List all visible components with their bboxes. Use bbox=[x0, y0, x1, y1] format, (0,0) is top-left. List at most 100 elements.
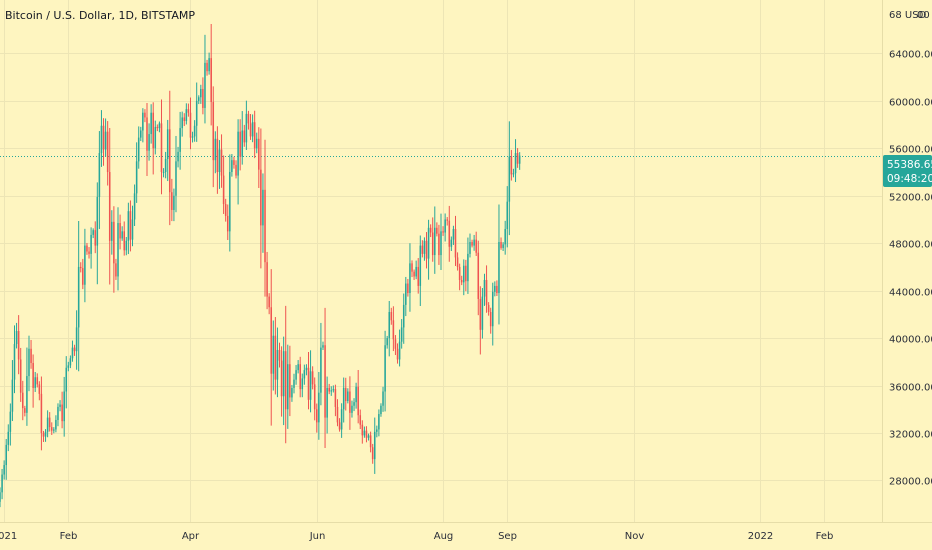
currency-label[interactable]: 68 USD bbox=[889, 10, 927, 21]
candle-body bbox=[442, 231, 444, 233]
candle-body bbox=[421, 245, 424, 254]
candle-body bbox=[208, 58, 210, 72]
candle-body bbox=[137, 137, 140, 162]
candle-body bbox=[394, 339, 397, 349]
candle-body bbox=[462, 265, 465, 283]
candle-body bbox=[55, 419, 57, 430]
candle-body bbox=[168, 129, 171, 193]
candle-body bbox=[171, 192, 173, 210]
candle-body bbox=[500, 242, 502, 248]
candle-body bbox=[452, 228, 455, 240]
price-axis[interactable]: 28000.00 32000.00 36000.00 40000.00 44000.00… bbox=[889, 50, 932, 488]
candle-body bbox=[438, 233, 440, 256]
candle-body bbox=[53, 429, 55, 431]
candle-body bbox=[204, 62, 206, 108]
candle-body bbox=[361, 424, 364, 436]
candle-body bbox=[148, 134, 150, 151]
candle-body bbox=[330, 390, 333, 392]
candle-body bbox=[301, 378, 304, 390]
candle-body bbox=[57, 406, 59, 420]
time-tick-label: Feb bbox=[816, 531, 834, 542]
candle-body bbox=[135, 161, 138, 194]
candle-body bbox=[376, 429, 378, 432]
candle-body bbox=[429, 227, 432, 233]
candle-body bbox=[262, 189, 264, 226]
candle-body bbox=[276, 349, 279, 380]
candle-body bbox=[206, 62, 208, 72]
candle-body bbox=[129, 211, 132, 240]
candle-body bbox=[73, 347, 76, 352]
chart-title: Bitcoin / U.S. Dollar, 1D, BITSTAMP bbox=[5, 9, 195, 22]
candle-body bbox=[386, 338, 388, 346]
candle-body bbox=[334, 389, 337, 407]
candle-body bbox=[297, 364, 299, 371]
candle-body bbox=[13, 344, 16, 380]
price-tick-label: 56000.00 bbox=[889, 145, 932, 156]
candle-body bbox=[247, 113, 250, 124]
candle-body bbox=[189, 112, 192, 138]
price-tick-label: 40000.00 bbox=[889, 335, 932, 346]
time-tick-label: 2021 bbox=[0, 531, 17, 542]
candle-body bbox=[200, 88, 202, 98]
price-tick-label: 48000.00 bbox=[889, 240, 932, 251]
candle-body bbox=[7, 431, 10, 445]
price-tick-label: 32000.00 bbox=[889, 430, 932, 441]
candle-body bbox=[467, 253, 469, 282]
candle-body bbox=[363, 430, 366, 436]
candle-body bbox=[417, 266, 420, 286]
candle-body bbox=[444, 219, 446, 233]
candle-body bbox=[411, 263, 413, 272]
candle-body bbox=[21, 392, 24, 409]
candle-body bbox=[398, 341, 401, 360]
candle-body bbox=[175, 161, 177, 196]
candle-body bbox=[305, 367, 308, 371]
candle-body bbox=[407, 283, 409, 294]
candle-body bbox=[224, 204, 227, 216]
candle-body bbox=[98, 153, 101, 197]
candle-body bbox=[113, 221, 115, 264]
candle-body bbox=[359, 415, 362, 425]
candle-body bbox=[26, 376, 28, 413]
candle-body bbox=[220, 149, 223, 176]
candle-body bbox=[65, 367, 68, 392]
candle-body bbox=[396, 348, 399, 360]
candle-body bbox=[479, 298, 482, 330]
candle-body bbox=[69, 358, 72, 366]
candle-body bbox=[342, 387, 345, 410]
candle-body bbox=[212, 102, 215, 161]
time-axis[interactable]: 2021 Feb Apr Jun Aug Sep Nov 2022 Feb bbox=[0, 531, 833, 542]
candle-body bbox=[353, 402, 355, 406]
candle-body bbox=[471, 242, 473, 246]
candle-body bbox=[125, 240, 128, 251]
candle-body bbox=[90, 234, 92, 254]
candle-body bbox=[59, 404, 61, 407]
candle-body bbox=[454, 228, 457, 258]
candle-body bbox=[287, 364, 289, 410]
candle-body bbox=[390, 312, 393, 321]
candle-body bbox=[84, 245, 86, 285]
candle-body bbox=[502, 244, 504, 248]
candle-body bbox=[270, 307, 273, 374]
candle-body bbox=[119, 223, 121, 239]
candle-body bbox=[431, 232, 434, 256]
candle-body bbox=[48, 417, 51, 428]
candle-body bbox=[117, 223, 119, 277]
candle-body bbox=[239, 131, 241, 157]
candle-body bbox=[30, 348, 32, 364]
candle-body bbox=[425, 240, 428, 259]
candle-body bbox=[280, 360, 283, 397]
candle-body bbox=[241, 130, 244, 157]
candle-body bbox=[32, 363, 34, 388]
candle-body bbox=[17, 330, 20, 360]
candle-body bbox=[328, 387, 330, 392]
candle-body bbox=[63, 391, 65, 422]
candle-body bbox=[320, 347, 322, 393]
candle-body bbox=[349, 391, 351, 413]
candle-body bbox=[255, 138, 258, 149]
candle-body bbox=[181, 117, 183, 129]
candle-body bbox=[419, 245, 422, 286]
candle-body bbox=[191, 136, 194, 138]
candle-body bbox=[28, 348, 30, 377]
